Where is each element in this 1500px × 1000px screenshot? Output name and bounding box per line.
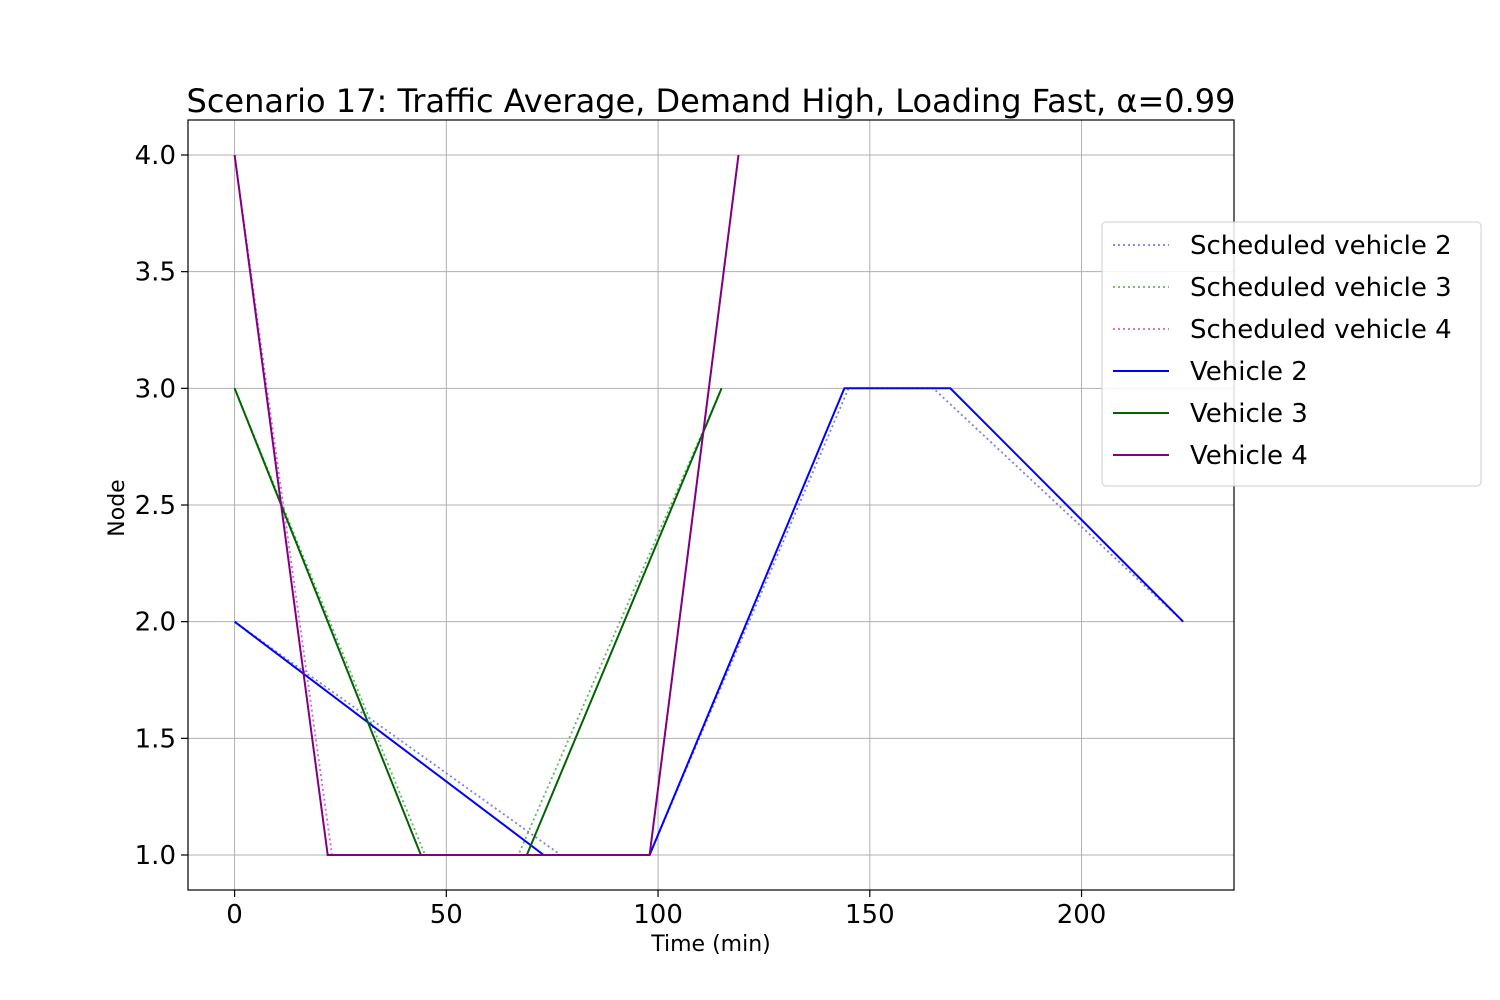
x-tick-label: 150 [845,900,895,930]
legend-label-scheduled-vehicle-2: Scheduled vehicle 2 [1190,231,1452,261]
legend-label-vehicle-2: Vehicle 2 [1190,357,1308,387]
legend: Scheduled vehicle 2 Scheduled vehicle 3 Sc… [1101,221,1482,487]
legend-label-scheduled-vehicle-3: Scheduled vehicle 3 [1190,273,1452,303]
y-tick-label: 3.0 [135,374,176,404]
vehicle-4-line [233,154,740,856]
x-tick-label: 50 [430,900,463,930]
x-tick-label: 0 [226,900,243,930]
axis-ticks: 0 50 100 150 200 1.0 1.5 2.0 2.5 3.0 3.5 4.0 [135,141,1107,930]
y-tick-label: 2.0 [135,608,176,638]
legend-label-scheduled-vehicle-4: Scheduled vehicle 4 [1190,315,1452,345]
chart-title: Scenario 17: Traffic Average, Demand Hig… [187,82,1236,120]
legend-label-vehicle-4: Vehicle 4 [1190,441,1308,471]
legend-label-vehicle-3: Vehicle 3 [1190,399,1308,429]
grid-lines [188,120,1234,890]
x-axis-label: Time (min) [650,932,771,957]
y-tick-label: 3.5 [135,258,176,288]
y-axis-label: Node [105,479,130,536]
y-tick-label: 2.5 [135,491,176,521]
legend-box [1101,221,1482,487]
x-tick-label: 200 [1057,900,1107,930]
series-lines [233,154,1184,856]
y-tick-label: 1.0 [135,841,176,871]
y-tick-label: 4.0 [135,141,176,171]
vehicle-2-line [233,387,1184,856]
x-tick-label: 100 [633,900,683,930]
y-tick-label: 1.5 [135,724,176,754]
